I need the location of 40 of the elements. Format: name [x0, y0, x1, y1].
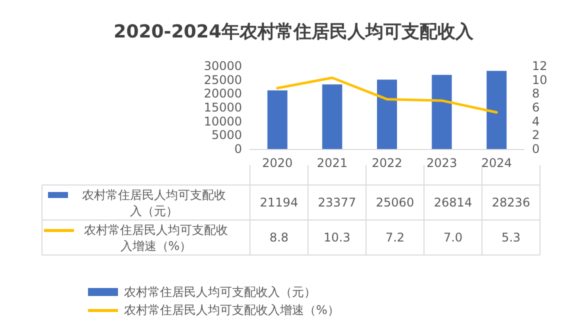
y-tick-label: 5000	[211, 128, 242, 142]
x-tick-label: 2022	[372, 156, 402, 170]
data-label: 7.0	[443, 230, 463, 244]
data-label: 5.3	[501, 230, 521, 244]
x-tick-label: 2020	[262, 156, 293, 170]
data-label: 10.3	[324, 230, 350, 244]
y-tick-label: 20000	[204, 86, 242, 101]
bar	[322, 84, 342, 149]
data-label: 25060	[376, 196, 414, 210]
data-label: 7.2	[385, 230, 405, 244]
y-tick-label: 0	[234, 142, 242, 156]
text: 农村常住居民人均可支配收入增速（%）	[124, 303, 340, 317]
bar	[486, 70, 507, 149]
bar	[267, 90, 288, 149]
bar	[377, 80, 397, 149]
x-tick-label: 2021	[316, 156, 348, 170]
y2-tick-label: 12	[532, 59, 548, 73]
y-tick-label: 25000	[204, 72, 242, 87]
y2-tick-label: 0	[532, 142, 540, 156]
chart-title: 2020-2024年农村常住居民人均可支配收入	[114, 22, 474, 42]
data-label: 23377	[318, 196, 356, 210]
y2-tick-label: 10	[532, 72, 548, 87]
data-label: 8.8	[269, 230, 289, 244]
y-tick-label: 30000	[204, 59, 242, 73]
data-label: 28236	[492, 196, 530, 210]
line-series	[276, 76, 498, 114]
y-tick-label: 10000	[204, 114, 242, 128]
bar	[432, 74, 452, 149]
data-label: 21194	[260, 196, 298, 210]
x-tick-label: 2023	[426, 156, 458, 170]
x-tick-label: 2024	[481, 156, 512, 170]
legend-label: 农村常住居民人均可支配收入增速（%）	[83, 222, 229, 254]
y2-tick-label: 8	[532, 86, 540, 101]
text: 农村常住居民人均可支配收入（元）	[124, 285, 316, 299]
legend-label: 农村常住居民人均可支配收入（元）	[81, 187, 227, 219]
data-label: 26814	[434, 196, 472, 210]
y2-tick-label: 6	[532, 100, 540, 114]
y-tick-label: 15000	[204, 100, 242, 114]
y2-tick-label: 2	[532, 128, 540, 142]
y2-tick-label: 4	[532, 114, 540, 128]
